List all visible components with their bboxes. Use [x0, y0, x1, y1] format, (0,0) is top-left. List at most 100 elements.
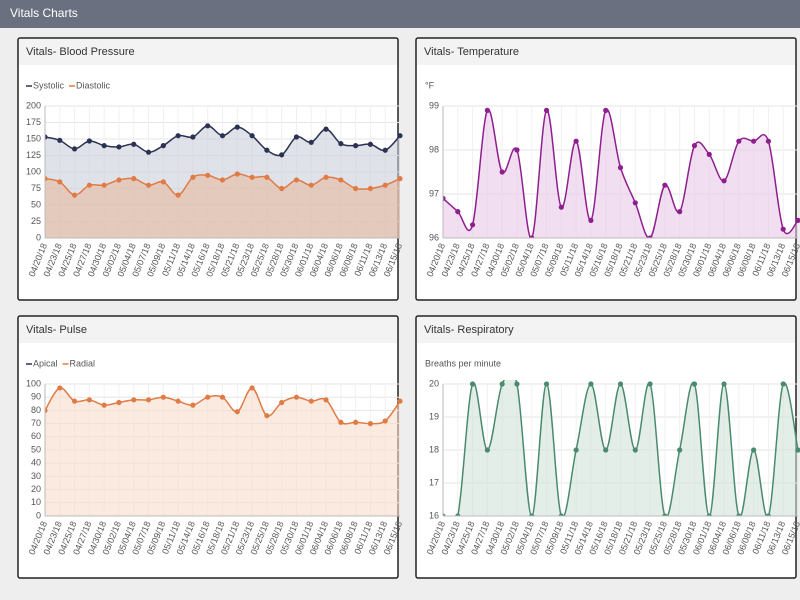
point: [721, 381, 727, 387]
panel-title: Vitals- Respiratory: [424, 324, 514, 336]
point: [353, 419, 359, 425]
point: [603, 447, 609, 453]
y-tick-label: 16: [429, 510, 439, 520]
point: [691, 143, 698, 149]
point: [249, 385, 255, 391]
point: [293, 134, 300, 140]
point: [160, 179, 166, 185]
plot: [443, 380, 800, 516]
point: [205, 394, 211, 400]
point: [190, 174, 196, 180]
y-tick-label: 19: [429, 411, 439, 421]
point: [780, 226, 786, 232]
point: [71, 398, 78, 404]
point: [736, 138, 742, 144]
point: [469, 381, 476, 387]
point: [293, 394, 300, 400]
y-tick-label: 18: [429, 444, 439, 454]
point: [145, 397, 152, 403]
point: [234, 124, 240, 130]
point: [71, 192, 78, 198]
point: [116, 144, 122, 150]
point: [499, 169, 505, 175]
point: [751, 138, 757, 144]
point: [397, 133, 403, 139]
point: [603, 107, 609, 113]
point: [780, 381, 786, 387]
point: [175, 192, 181, 198]
point: [382, 182, 388, 188]
point: [367, 421, 374, 427]
point: [249, 133, 255, 139]
y-tick-label: 98: [429, 144, 439, 154]
point: [308, 182, 314, 188]
legend-label: Apical: [33, 358, 58, 368]
panel-title: Vitals- Temperature: [424, 46, 519, 58]
point: [382, 147, 388, 153]
point: [543, 381, 550, 387]
y-tick-label: 0: [36, 510, 41, 520]
point: [353, 143, 359, 149]
point: [71, 146, 78, 152]
point: [499, 381, 505, 387]
point: [338, 419, 344, 425]
point: [617, 381, 624, 387]
point: [86, 397, 92, 403]
point: [57, 137, 63, 143]
point: [529, 235, 535, 238]
y-tick-label: 50: [31, 444, 41, 454]
point: [543, 107, 550, 113]
point: [751, 447, 757, 453]
y-tick-label: 25: [31, 216, 41, 226]
plot: [45, 123, 403, 238]
point: [234, 409, 240, 415]
point: [367, 141, 374, 147]
point: [514, 381, 520, 387]
point: [706, 151, 712, 157]
point: [706, 513, 712, 516]
point: [86, 182, 92, 188]
point: [219, 394, 226, 400]
point: [234, 171, 240, 177]
point: [264, 413, 270, 419]
point: [736, 513, 742, 516]
point: [175, 133, 181, 139]
y-tick-label: 200: [26, 100, 41, 110]
point: [691, 381, 698, 387]
point: [57, 179, 63, 185]
area: [443, 109, 798, 238]
point: [249, 174, 255, 180]
point: [632, 200, 638, 206]
point: [45, 134, 48, 140]
point: [484, 447, 490, 453]
header-bar: [0, 0, 800, 28]
y-axis-label: °F: [425, 80, 435, 90]
y-tick-label: 100: [26, 378, 41, 388]
point: [484, 107, 490, 113]
point: [529, 513, 535, 516]
point: [145, 182, 152, 188]
point: [382, 418, 388, 424]
point: [558, 204, 564, 210]
point: [514, 147, 520, 153]
y-tick-label: 80: [31, 405, 41, 415]
y-tick-label: 99: [429, 100, 439, 110]
y-tick-label: 90: [31, 392, 41, 402]
point: [205, 123, 211, 129]
line: [443, 380, 799, 516]
point: [116, 399, 122, 406]
point: [308, 139, 314, 145]
y-tick-label: 125: [26, 150, 41, 160]
point: [131, 397, 137, 403]
point: [323, 126, 329, 132]
point: [397, 176, 403, 182]
point: [573, 447, 579, 453]
point: [323, 397, 329, 403]
y-tick-label: 96: [429, 232, 439, 242]
point: [367, 185, 374, 192]
point: [338, 141, 344, 147]
point: [205, 172, 211, 178]
point: [160, 143, 166, 149]
point: [662, 513, 668, 516]
legend-label: Systolic: [33, 80, 65, 90]
